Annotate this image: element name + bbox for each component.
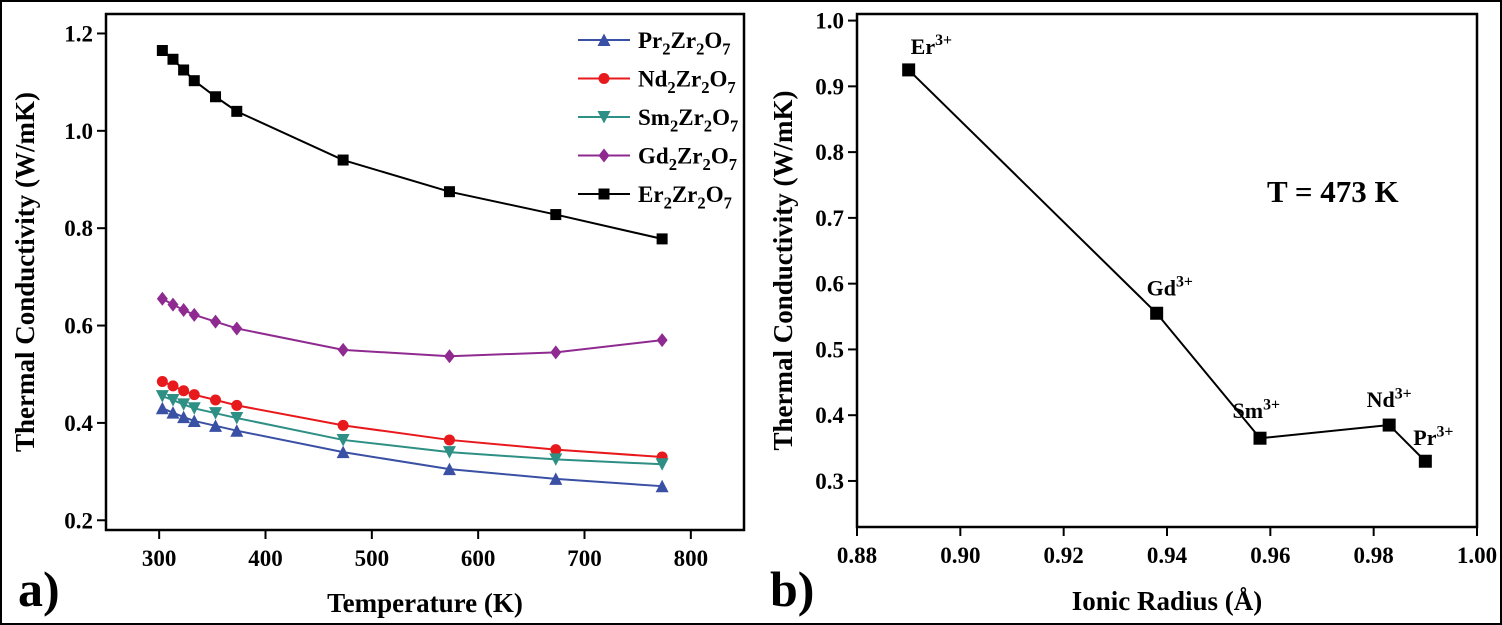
point-label-gd: Gd3+	[1147, 273, 1193, 300]
axes: 300 400 500 600 700 800 0.2 0.4 0.6 0.8 1.0 1.2 Temp…	[10, 12, 746, 618]
series-Sm2Zr2O7	[155, 390, 669, 471]
plot-box	[104, 12, 746, 532]
x-tick-label: 400	[248, 546, 283, 571]
series-Nd2Zr2O7	[156, 376, 668, 463]
panel-a-label: a)	[18, 561, 60, 617]
x-tick-label: 1.00	[1457, 543, 1497, 568]
x-tick-label: 600	[461, 546, 496, 571]
x-tick-label: 500	[355, 546, 390, 571]
x-tick-label: 0.88	[837, 543, 877, 568]
legend-label-Gd2Zr2O7: Gd2Zr2O7	[638, 144, 737, 174]
scatter-series: Er3+ Gd3+ Sm3+ Nd3+Pr3+	[902, 32, 1453, 468]
y-tick-label: 0.3	[815, 469, 844, 494]
series-line	[161, 380, 663, 458]
legend-label-Er2Zr2O7: Er2Zr2O7	[638, 182, 732, 212]
scatter-line	[907, 69, 1427, 462]
x-axis-title: Temperature (K)	[327, 588, 523, 618]
x-tick-label: 0.90	[940, 543, 980, 568]
x-tick-label: 300	[142, 546, 177, 571]
y-tick-label: 0.6	[64, 314, 93, 339]
y-tick-label: 0.2	[64, 508, 93, 533]
chart-thermal-conductivity-vs-ionic-radius: 0.88 0.90 0.92 0.94 0.96 0.98 1.00 0.3 0.4 0.5 0.6…	[768, 9, 1497, 616]
y-tick-label: 0.5	[815, 337, 844, 362]
x-tick-label: 0.92	[1044, 543, 1084, 568]
series-Pr2Zr2O7	[155, 401, 669, 493]
chart-thermal-conductivity-vs-temperature: 300 400 500 600 700 800 0.2 0.4 0.6 0.8 1.0 1.2 Temp…	[10, 12, 746, 618]
point-label-sm: Sm3+	[1233, 396, 1281, 423]
legend-label-Nd2Zr2O7: Nd2Zr2O7	[638, 67, 736, 97]
legend: Pr2Zr2O7 Nd2Zr2O7 Sm2Zr2O7 Gd2Zr2O7 Er2Zr2O7	[578, 28, 738, 212]
y-tick-label: 1.0	[815, 9, 844, 34]
x-tick-label: 0.94	[1147, 543, 1188, 568]
y-tick-label: 0.4	[64, 411, 93, 436]
x-tick-label: 800	[674, 546, 709, 571]
y-tick-label: 1.2	[64, 21, 93, 46]
series-Er2Zr2O7	[156, 45, 668, 245]
y-tick-label: 1.0	[64, 119, 93, 144]
legend-label-Pr2Zr2O7: Pr2Zr2O7	[638, 28, 731, 58]
plot-box	[855, 12, 1479, 529]
series-Gd2Zr2O7	[156, 291, 668, 364]
point-label-er: Er3+	[911, 32, 952, 59]
x-tick-label: 0.96	[1250, 543, 1290, 568]
panel-b-label: b)	[770, 561, 815, 617]
series-line	[162, 395, 663, 466]
y-tick-label: 0.8	[815, 140, 844, 165]
annotation-temperature: T = 473 K	[1267, 174, 1399, 209]
y-tick-label: 0.7	[815, 206, 844, 231]
y-tick-label: 0.4	[815, 403, 844, 428]
y-tick-label: 0.8	[64, 216, 93, 241]
series-line	[161, 407, 663, 488]
point-label-pr: Pr3+	[1413, 423, 1453, 450]
x-tick-label: 0.98	[1354, 543, 1394, 568]
x-tick-label: 700	[567, 546, 602, 571]
x-axis-title: Ionic Radius (Å)	[1072, 586, 1263, 616]
series-line	[161, 297, 663, 358]
y-axis-title: Thermal Conductivity (W/mK)	[10, 92, 40, 452]
axes: 0.88 0.90 0.92 0.94 0.96 0.98 1.00 0.3 0.4 0.5 0.6…	[768, 9, 1497, 616]
y-tick-label: 0.6	[815, 272, 844, 297]
point-label-nd: Nd3+	[1367, 385, 1412, 412]
legend-label-Sm2Zr2O7: Sm2Zr2O7	[638, 105, 738, 135]
y-tick-label: 0.9	[815, 74, 844, 99]
y-axis-title: Thermal Conductivity (W/mK)	[768, 91, 798, 451]
